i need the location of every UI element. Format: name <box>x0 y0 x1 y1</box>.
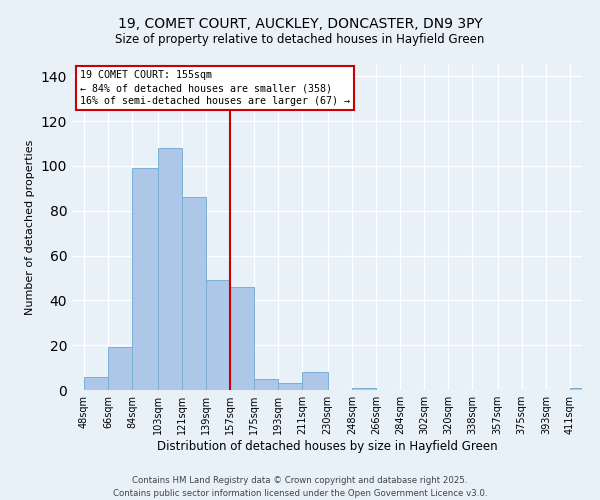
Bar <box>133 168 158 390</box>
Bar <box>108 348 132 390</box>
Text: Size of property relative to detached houses in Hayfield Green: Size of property relative to detached ho… <box>115 32 485 46</box>
Y-axis label: Number of detached properties: Number of detached properties <box>25 140 35 315</box>
Bar <box>158 148 182 390</box>
Bar <box>352 388 376 390</box>
Bar <box>230 287 254 390</box>
Bar <box>570 388 594 390</box>
X-axis label: Distribution of detached houses by size in Hayfield Green: Distribution of detached houses by size … <box>157 440 497 453</box>
Text: Contains HM Land Registry data © Crown copyright and database right 2025.
Contai: Contains HM Land Registry data © Crown c… <box>113 476 487 498</box>
Text: 19, COMET COURT, AUCKLEY, DONCASTER, DN9 3PY: 19, COMET COURT, AUCKLEY, DONCASTER, DN9… <box>118 18 482 32</box>
Bar <box>302 372 328 390</box>
Bar <box>84 376 108 390</box>
Bar <box>254 379 278 390</box>
Bar <box>206 280 230 390</box>
Bar <box>182 197 206 390</box>
Bar <box>278 384 302 390</box>
Text: 19 COMET COURT: 155sqm
← 84% of detached houses are smaller (358)
16% of semi-de: 19 COMET COURT: 155sqm ← 84% of detached… <box>80 70 350 106</box>
